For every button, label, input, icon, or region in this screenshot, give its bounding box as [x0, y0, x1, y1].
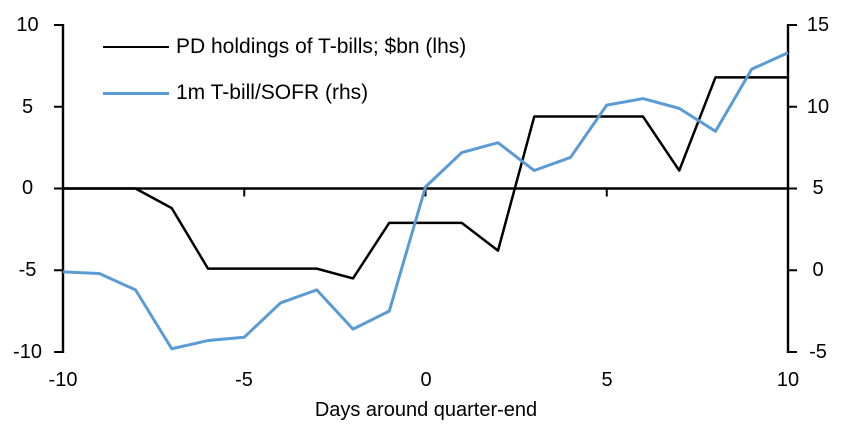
right-axis-tick-label: 15	[806, 14, 830, 36]
legend-label: 1m T-bill/SOFR (rhs)	[176, 81, 369, 104]
left-axis-tick-label: 5	[21, 96, 34, 118]
legend: PD holdings of T-bills; $bn (lhs) 1m T-b…	[103, 36, 466, 128]
left-axis-tick-label: 0	[21, 177, 34, 199]
left-axis-tick-label: -10	[13, 341, 42, 363]
line-sample-icon	[103, 46, 169, 48]
line-sample-icon	[103, 91, 169, 95]
left-axis-tick-label: 10	[16, 14, 39, 36]
x-axis-tick-label: 0	[420, 369, 432, 391]
series-line-tbill-sofr	[62, 51, 789, 351]
legend-label: PD holdings of T-bills; $bn (lhs)	[176, 35, 467, 58]
right-axis-tick-label: 5	[812, 177, 824, 199]
x-axis-title: Days around quarter-end	[314, 399, 538, 421]
series-line-pd-holdings	[63, 76, 788, 280]
x-axis-tick-label: 5	[601, 369, 613, 391]
legend-item-sofr: 1m T-bill/SOFR (rhs)	[103, 82, 466, 104]
left-axis-tick-label: -5	[18, 259, 37, 281]
right-axis-tick-label: 10	[806, 96, 830, 118]
right-axis-tick-label: -5	[809, 341, 827, 363]
x-axis-tick-label: -5	[235, 369, 253, 391]
x-axis-tick-label: -10	[48, 369, 78, 391]
right-axis-tick-label: 0	[812, 259, 824, 281]
x-axis-tick-label: 10	[776, 369, 800, 391]
legend-item-pd-holdings: PD holdings of T-bills; $bn (lhs)	[103, 36, 466, 58]
